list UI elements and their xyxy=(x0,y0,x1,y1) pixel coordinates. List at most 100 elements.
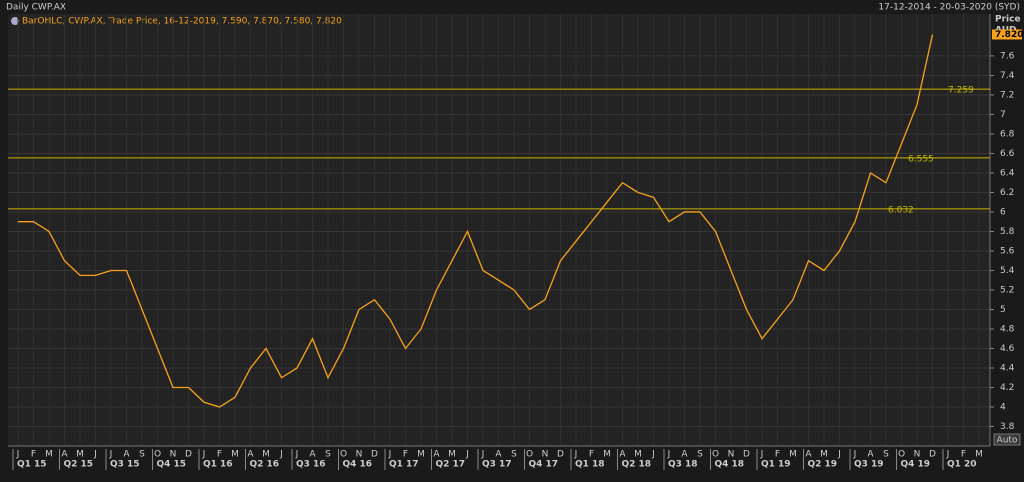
x-tick-label: N xyxy=(542,450,549,460)
auto-button-label[interactable]: Auto xyxy=(997,436,1018,446)
quarter-label: Q4 19 xyxy=(901,460,931,470)
x-tick-label: A xyxy=(805,450,812,460)
quarter-label: Q3 17 xyxy=(482,460,512,470)
x-tick-label: O xyxy=(712,450,719,460)
y-tick-label: 5 xyxy=(1000,305,1006,315)
quarter-label: Q2 17 xyxy=(436,460,466,470)
y-tick-label: 3.8 xyxy=(1000,422,1015,432)
y-tick-label: 5.2 xyxy=(1000,285,1014,295)
x-tick-label: J xyxy=(574,450,578,460)
quarter-label: Q4 17 xyxy=(529,460,559,470)
y-tick-label: 4.2 xyxy=(1000,383,1014,393)
quarter-label: Q1 18 xyxy=(575,460,605,470)
auto-button[interactable] xyxy=(993,433,1021,446)
x-tick-label: M xyxy=(789,450,797,460)
x-tick-label: M xyxy=(975,450,983,460)
quarter-label: Q4 15 xyxy=(157,460,187,470)
quarter-label: Q1 15 xyxy=(17,460,47,470)
x-tick-label: D xyxy=(371,450,378,460)
quarter-label: Q1 16 xyxy=(203,460,233,470)
x-tick-label: M xyxy=(76,450,84,460)
x-tick-label: N xyxy=(728,450,735,460)
y-tick-label: 4.8 xyxy=(1000,324,1015,334)
x-tick-label: J xyxy=(16,450,20,460)
x-tick-label: M xyxy=(603,450,611,460)
x-tick-label: N xyxy=(170,450,177,460)
y-tick-label: 7.2 xyxy=(1000,90,1014,100)
x-tick-label: S xyxy=(139,450,145,460)
quarter-label: Q3 15 xyxy=(110,460,140,470)
x-tick-label: J xyxy=(853,450,857,460)
quarter-label: Q4 16 xyxy=(343,460,373,470)
y-tick-label: 5.6 xyxy=(1000,246,1015,256)
y-tick-label: 7.6 xyxy=(1000,51,1015,61)
x-tick-label: J xyxy=(202,450,206,460)
x-tick-label: A xyxy=(309,450,316,460)
y-tick-label: 7.4 xyxy=(1000,71,1015,81)
date-range: 17-12-2014 - 20-03-2020 (SYD) xyxy=(878,3,1020,13)
x-tick-label: D xyxy=(743,450,750,460)
y-tick-label: 7 xyxy=(1000,110,1006,120)
chart-title: Daily CWP.AX xyxy=(6,3,66,13)
x-tick-label: J xyxy=(93,450,97,460)
x-tick-label: J xyxy=(651,450,655,460)
quarter-label: Q2 15 xyxy=(64,460,94,470)
x-tick-label: J xyxy=(295,450,299,460)
x-tick-label: O xyxy=(526,450,533,460)
y-axis-title: Price xyxy=(995,15,1021,25)
level-label: 7.259 xyxy=(948,86,974,96)
quarter-label: Q3 19 xyxy=(854,460,884,470)
x-tick-label: J xyxy=(388,450,392,460)
y-tick-label: 4.4 xyxy=(1000,363,1015,373)
x-tick-label: A xyxy=(681,450,688,460)
last-price-label: 7.820 xyxy=(995,30,1023,40)
y-tick-label: 6.2 xyxy=(1000,188,1014,198)
y-tick-label: 6 xyxy=(1000,207,1006,217)
x-tick-label: F xyxy=(961,450,966,460)
y-tick-label: 6.4 xyxy=(1000,168,1015,178)
y-tick-label: 6.8 xyxy=(1000,129,1015,139)
x-tick-label: J xyxy=(465,450,469,460)
quarter-label: Q3 16 xyxy=(296,460,326,470)
level-label: 6.555 xyxy=(908,154,934,164)
x-tick-label: S xyxy=(511,450,517,460)
price-line xyxy=(18,34,934,408)
quarter-label: Q1 17 xyxy=(389,460,419,470)
quarter-label: Q2 19 xyxy=(808,460,838,470)
x-tick-label: F xyxy=(217,450,222,460)
quarter-label: Q1 20 xyxy=(947,460,977,470)
quarter-label: Q1 19 xyxy=(761,460,791,470)
x-tick-label: A xyxy=(61,450,68,460)
y-tick-label: 5.8 xyxy=(1000,227,1015,237)
x-tick-label: F xyxy=(775,450,780,460)
x-tick-label: M xyxy=(45,450,53,460)
quarter-label: Q2 18 xyxy=(622,460,652,470)
x-tick-label: S xyxy=(325,450,331,460)
x-tick-label: F xyxy=(403,450,408,460)
x-tick-label: J xyxy=(946,450,950,460)
y-tick-label: 5.4 xyxy=(1000,266,1015,276)
x-tick-label: A xyxy=(247,450,254,460)
x-tick-label: S xyxy=(697,450,703,460)
x-tick-label: F xyxy=(31,450,36,460)
x-tick-label: O xyxy=(340,450,347,460)
x-tick-label: D xyxy=(929,450,936,460)
x-tick-label: J xyxy=(279,450,283,460)
x-tick-label: D xyxy=(557,450,564,460)
x-tick-label: A xyxy=(867,450,874,460)
x-tick-label: J xyxy=(667,450,671,460)
x-tick-label: J xyxy=(760,450,764,460)
x-tick-label: A xyxy=(495,450,502,460)
x-tick-label: M xyxy=(820,450,828,460)
last-price-tag xyxy=(992,29,1022,40)
quarter-label: Q3 18 xyxy=(668,460,698,470)
x-tick-label: M xyxy=(448,450,456,460)
x-tick-label: M xyxy=(262,450,270,460)
legend-text: BarOHLC, CWP.AX, Trade Price, 16-12-2019… xyxy=(22,17,342,27)
x-tick-label: A xyxy=(433,450,440,460)
quarter-label: Q4 18 xyxy=(715,460,745,470)
y-tick-label: 6.6 xyxy=(1000,149,1015,159)
x-tick-label: N xyxy=(914,450,921,460)
